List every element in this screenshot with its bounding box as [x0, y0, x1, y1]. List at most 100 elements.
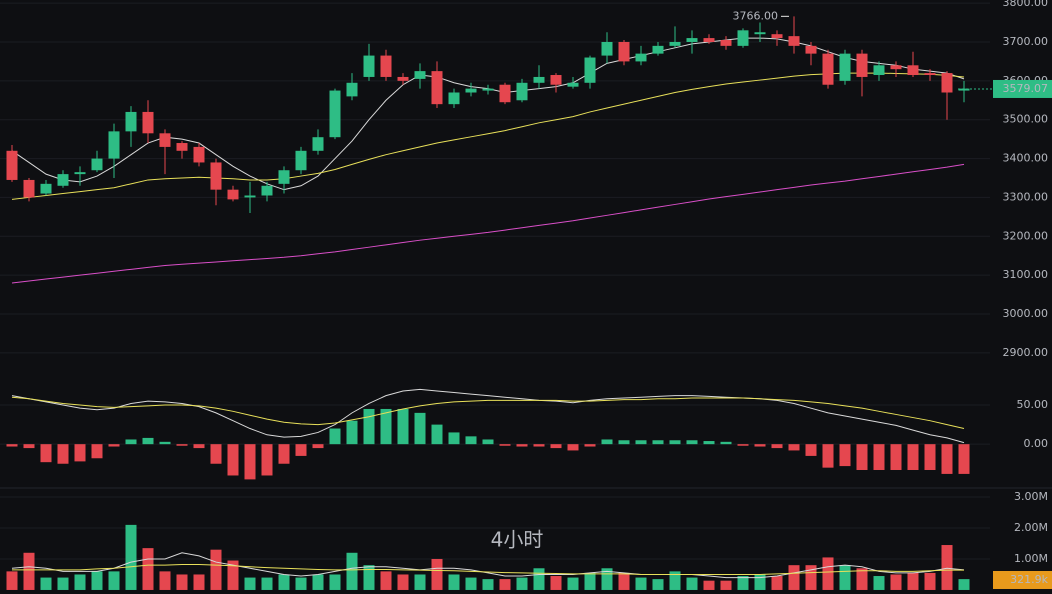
y-tick-label: 3300.00: [1003, 190, 1049, 203]
volume-bar: [125, 524, 137, 590]
candle-body: [74, 172, 86, 175]
ma-line: [11, 388, 965, 444]
candle-body: [57, 174, 69, 186]
candle-body: [771, 34, 783, 39]
candle-body: [652, 45, 664, 54]
y-tick-label: 0.00: [1024, 437, 1049, 450]
candle-body: [346, 82, 358, 97]
candle-body: [958, 88, 970, 91]
volume-bar: [788, 565, 800, 590]
y-tick-label: 3.00M: [1014, 490, 1048, 503]
macd-bar: [907, 444, 919, 470]
candle-body: [941, 73, 953, 93]
candle-body: [448, 92, 460, 105]
candle-body: [108, 131, 120, 159]
candle-body: [873, 65, 885, 76]
macd-bar: [720, 441, 732, 445]
macd-bar: [805, 444, 817, 456]
candle-body: [397, 76, 409, 81]
volume-bar: [278, 574, 290, 590]
volume-bar: [873, 576, 885, 590]
candle-body: [924, 73, 936, 76]
macd-bar: [652, 440, 664, 445]
candle-body: [533, 76, 545, 83]
candle-body: [91, 158, 103, 171]
candle-body: [159, 133, 171, 147]
macd-bar: [380, 408, 392, 445]
y-tick-label: 3200.00: [1003, 229, 1049, 242]
macd-bar: [635, 440, 647, 445]
ma-line: [11, 163, 965, 284]
macd-bar: [499, 444, 511, 446]
candle-body: [210, 162, 222, 190]
y-tick-label: 3400.00: [1003, 152, 1049, 165]
macd-bar: [74, 444, 86, 462]
macd-bar: [91, 444, 103, 459]
ma-line: [12, 564, 964, 575]
macd-bar: [686, 440, 698, 445]
macd-bar: [465, 436, 477, 445]
volume-bar: [516, 577, 528, 590]
candle-body: [482, 88, 494, 91]
volume-bar: [40, 577, 52, 590]
candle-body: [703, 38, 715, 42]
macd-bar: [431, 424, 443, 445]
macd-bar: [244, 444, 256, 480]
macd-bar: [584, 444, 596, 447]
volume-bar: [482, 579, 494, 590]
candle-body: [465, 88, 477, 93]
volume-bar: [261, 577, 273, 590]
last-price-label: 3579.07: [1003, 82, 1049, 95]
high-label: 3766.00: [733, 9, 779, 22]
y-tick-label: 3500.00: [1003, 113, 1049, 126]
macd-bar: [958, 444, 970, 474]
macd-bar: [278, 444, 290, 464]
volume-bar: [227, 560, 239, 590]
candle-body: [907, 65, 919, 76]
candle-body: [261, 185, 273, 196]
macd-bar: [839, 444, 851, 467]
candle-body: [720, 40, 732, 46]
y-tick-label: 3000.00: [1003, 307, 1049, 320]
volume-bar: [550, 576, 562, 590]
macd-bar: [924, 444, 936, 470]
macd-bar: [550, 444, 562, 449]
candle-body: [295, 150, 307, 171]
macd-bar: [176, 444, 188, 446]
macd-bar: [193, 444, 205, 449]
last-price-box: [993, 79, 1052, 98]
volume-bar: [652, 579, 664, 590]
volume-bar: [856, 568, 868, 590]
volume-bar: [737, 576, 749, 590]
candle-body: [227, 189, 239, 200]
volume-bar: [465, 577, 477, 590]
volume-bar: [329, 574, 341, 590]
volume-bar: [584, 572, 596, 590]
candle-body: [618, 41, 630, 62]
candle-body: [329, 90, 341, 138]
macd-bar: [108, 444, 120, 447]
volume-bar: [924, 572, 936, 590]
volume-bar: [533, 568, 545, 590]
y-tick-label: 2.00M: [1014, 521, 1048, 534]
volume-bar: [193, 574, 205, 590]
volume-bar: [601, 568, 613, 590]
macd-bar: [873, 444, 885, 470]
macd-bar: [941, 444, 953, 474]
y-tick-label: 3100.00: [1003, 268, 1049, 281]
ma-line: [11, 552, 965, 579]
last-volume-label: 321.9k: [1010, 573, 1048, 586]
volume-bar: [618, 572, 630, 590]
macd-bar: [567, 444, 579, 451]
candle-body: [839, 53, 851, 81]
volume-bar: [907, 572, 919, 590]
candle-body: [499, 84, 511, 103]
candle-body: [890, 65, 902, 70]
volume-bar: [108, 571, 120, 590]
candle-body: [363, 55, 375, 77]
volume-bar: [6, 571, 18, 590]
y-tick-label: 3700.00: [1003, 35, 1049, 48]
macd-bar: [754, 444, 766, 447]
candle-body: [550, 75, 562, 85]
